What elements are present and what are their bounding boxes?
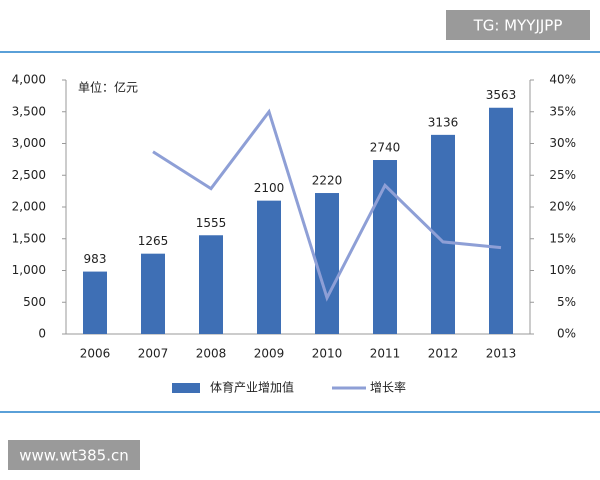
watermark: www.wt385.cn [19, 447, 129, 465]
data-label: 1555 [196, 216, 227, 230]
data-label: 3136 [428, 115, 459, 129]
watermark: TG: MYYJJPP [473, 17, 563, 35]
watermark-box [446, 10, 590, 40]
data-label: 2740 [370, 141, 401, 155]
x-tick-label: 2013 [486, 347, 517, 361]
y-tick-label: 3,000 [12, 136, 46, 150]
y2-tick-label: 40% [549, 73, 576, 87]
y-tick-label: 2,500 [12, 168, 46, 182]
data-label: 2100 [254, 181, 285, 195]
x-tick-label: 2010 [312, 347, 343, 361]
y2-tick-label: 30% [549, 136, 576, 150]
line [152, 108, 502, 302]
bar [257, 200, 281, 334]
bar [315, 193, 339, 334]
bar [489, 107, 513, 334]
y-tick-label: 4,000 [12, 73, 46, 87]
y2-tick-label: 35% [549, 104, 576, 118]
y-tick-label: 3,500 [12, 104, 46, 118]
data-label: 983 [84, 252, 107, 266]
legend-swatch [172, 383, 200, 393]
watermark-box [8, 440, 140, 470]
x-tick-label: 2011 [370, 347, 401, 361]
y2-tick-label: 10% [549, 263, 576, 277]
data-label: 2220 [312, 174, 343, 188]
x-tick-label: 2007 [138, 347, 169, 361]
y-tick-label: 2,000 [12, 200, 46, 214]
x-tick-label: 2008 [196, 347, 227, 361]
bar [141, 253, 165, 334]
legend-label: 增长率 [370, 380, 406, 395]
y-tick-label: 0 [38, 327, 46, 341]
y-tick-label: 1,000 [12, 263, 46, 277]
y2-tick-label: 20% [549, 200, 576, 214]
data-label: 3563 [486, 88, 517, 102]
y2-tick-label: 15% [549, 231, 576, 245]
y2-tick-label: 25% [549, 168, 576, 182]
bar [199, 235, 223, 334]
y-tick-label: 1,500 [12, 231, 46, 245]
x-tick-label: 2009 [254, 347, 285, 361]
data-label: 1265 [138, 234, 169, 248]
x-tick-label: 2006 [80, 347, 111, 361]
bar [83, 271, 107, 334]
y2-tick-label: 5% [557, 295, 576, 309]
legend-label: 体育产业增加值 [210, 380, 294, 395]
y2-tick-label: 0% [557, 327, 576, 341]
y-tick-label: 500 [23, 295, 46, 309]
bar [373, 160, 397, 334]
unit-label: 单位：亿元 [78, 80, 138, 95]
x-tick-label: 2012 [428, 347, 459, 361]
